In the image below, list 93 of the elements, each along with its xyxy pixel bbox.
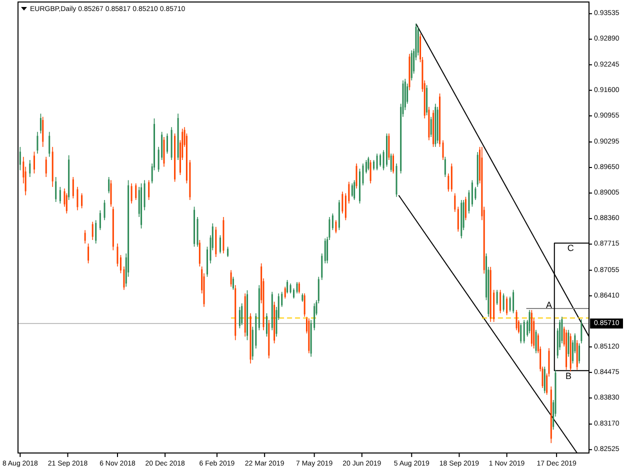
candlestick [95,220,97,244]
candlestick [516,310,518,331]
candlestick [332,213,334,230]
candlestick [535,329,537,354]
candlestick [296,282,298,294]
candlestick [148,180,150,200]
candlestick [104,200,106,221]
candlestick [464,196,466,221]
candlestick [454,192,456,212]
candlestick [108,176,110,194]
candlestick [45,156,47,178]
candlestick [457,206,459,232]
candlestick [19,146,21,171]
candlestick [500,289,502,314]
candlestick [284,286,286,299]
candlestick [219,234,221,254]
candlestick [373,160,375,171]
candlestick [266,312,268,337]
candlestick [544,366,546,394]
candlestick [356,163,358,189]
candlestick [40,113,42,134]
candlestick [232,276,234,290]
candlestick [578,342,580,364]
candlestick [144,180,146,211]
candlestick [59,186,61,204]
candlestick [406,83,408,104]
candlestick [238,306,240,329]
candlestick [92,221,94,240]
candlestick [298,282,300,294]
candlestick [230,270,232,288]
candlestick [241,302,243,326]
candlestick [55,176,57,202]
candlestick [417,26,419,56]
candlestick [380,153,382,168]
candlestick [520,322,522,344]
candlestick [528,310,530,334]
candlestick [496,289,498,306]
candlestick [523,320,525,344]
candlestick [580,318,582,344]
candlestick [351,182,353,198]
candlestick [354,180,356,200]
candlestick [450,163,452,192]
candlestick [135,182,137,200]
candlestick [84,230,86,244]
candlestick [290,283,292,294]
candlestick [365,160,367,174]
candlestick [448,173,450,192]
candlestick [42,116,44,148]
candlestick [116,243,118,267]
candlestick [304,293,306,318]
candlestick [72,176,74,199]
candlestick [430,116,432,138]
candlestick [471,180,473,208]
candlestick [506,296,508,316]
candlestick [392,153,394,174]
candlestick [512,289,514,314]
candlestick [502,293,504,312]
candlestick [130,182,132,204]
candlestick [376,153,378,171]
candlestick [368,156,370,171]
candlestick [444,156,446,178]
candlestick [29,160,31,178]
candlestick [286,280,288,294]
candlestick [321,253,323,280]
candlestick [335,220,337,234]
candlestick [342,191,344,214]
candlestick [227,246,229,258]
candlestick [293,288,295,299]
candlestick [474,186,476,200]
annotation: B [565,370,572,381]
candlestick [33,151,35,174]
candlestick [76,186,78,211]
candlestick [198,240,200,267]
candlestick [48,131,50,158]
candlestick [99,210,101,230]
candlestick [166,133,168,154]
candlestick [66,192,68,214]
annotation: A [546,300,552,310]
candlestick [390,153,392,172]
candlestick [163,136,165,168]
candlestick [36,131,38,154]
candlestick [568,329,570,358]
candlestick [81,192,83,209]
candlestick [468,190,470,214]
candlestick [439,93,441,148]
candlestick [110,180,112,208]
annotation: C [567,242,574,253]
candlestick [88,243,90,264]
candlestick [442,140,444,160]
candlestick [370,160,372,184]
candlestick [388,133,390,160]
candlestick [324,238,326,264]
candlestick [509,296,511,312]
